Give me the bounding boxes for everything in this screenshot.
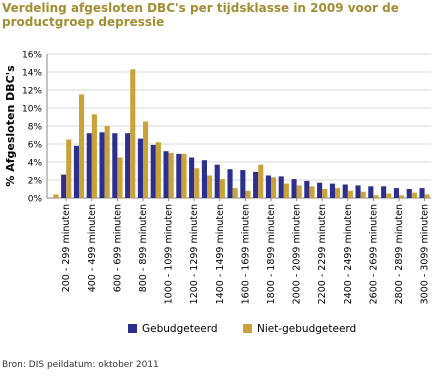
bar: [347, 190, 353, 198]
bar: [181, 153, 187, 198]
bar: [176, 153, 182, 198]
bar: [232, 188, 238, 198]
bar: [130, 69, 136, 198]
bar: [419, 188, 425, 198]
bar: [329, 183, 335, 198]
bar: [73, 145, 79, 198]
x-tick-label: 3000 - 3099 minuten: [420, 204, 431, 304]
bar: [322, 189, 328, 198]
y-tick-label: 16%: [22, 51, 42, 61]
bar: [219, 179, 225, 198]
bar: [373, 195, 379, 198]
bar: [207, 175, 213, 198]
bar: [381, 186, 387, 198]
bar: [163, 151, 169, 198]
bar: [168, 153, 174, 198]
bar: [61, 174, 67, 198]
bar: [304, 180, 310, 198]
bar: [150, 144, 156, 198]
legend-swatch: [128, 324, 137, 333]
legend-label: Niet-gebudgeteerd: [257, 323, 356, 335]
bar: [317, 182, 323, 198]
bar: [342, 184, 348, 198]
bar: [360, 191, 366, 198]
x-tick-label: 1800 - 1899 minuten: [266, 204, 277, 304]
x-tick-label: 2600 - 2699 minuten: [368, 204, 379, 304]
y-tick-label: 0%: [28, 195, 43, 205]
bar: [265, 175, 271, 198]
x-tick-label: 1200 - 1299 minuten: [189, 204, 200, 304]
bar: [79, 94, 85, 198]
bar: [86, 133, 92, 198]
bar: [125, 133, 131, 198]
x-tick-label: 2200 - 2299 minuten: [317, 204, 328, 304]
y-axis-label: % Afgesloten DBC's: [4, 65, 17, 187]
bar: [227, 169, 233, 198]
x-tick-label: 1000 - 1099 minuten: [164, 204, 175, 304]
bar: [253, 171, 259, 198]
bar: [309, 186, 315, 198]
bar: [368, 186, 374, 198]
source: Bron: DIS peildatum: oktober 2011: [2, 360, 159, 370]
bar: [104, 126, 110, 198]
bar: [155, 142, 161, 198]
bar: [424, 194, 430, 198]
x-tick-label: 2400 - 2499 minuten: [343, 204, 354, 304]
bar: [143, 121, 149, 198]
y-tick-label: 4%: [28, 159, 43, 169]
bar: [112, 133, 118, 198]
bar: [214, 164, 220, 198]
x-tick-label: 600 - 699 minuten: [112, 204, 123, 292]
bar: [406, 189, 412, 198]
y-tick-label: 14%: [22, 69, 42, 79]
bar: [137, 138, 143, 198]
bar: [201, 160, 207, 198]
bar: [386, 193, 392, 198]
bar: [258, 164, 264, 198]
bar: [271, 177, 277, 198]
bar: [240, 170, 246, 198]
x-tick-label: 2800 - 2899 minuten: [394, 204, 405, 304]
bar: [411, 192, 417, 198]
y-tick-label: 8%: [28, 123, 43, 133]
legend-swatch: [243, 324, 252, 333]
chart-title: Verdeling afgesloten DBC's per tijdsklas…: [2, 1, 399, 29]
x-tick-label: 200 - 299 minuten: [61, 204, 72, 292]
bar: [296, 185, 302, 198]
bar: [399, 195, 405, 198]
bar: [335, 188, 341, 198]
bar: [393, 188, 399, 198]
bar: [91, 114, 97, 198]
legend-label: Gebudgeteerd: [142, 323, 218, 335]
bar: [194, 168, 200, 198]
x-tick-label: 800 - 899 minuten: [138, 204, 149, 292]
x-tick-label: 1600 - 1699 minuten: [240, 204, 251, 304]
bar: [117, 157, 123, 198]
x-tick-label: 400 - 499 minuten: [87, 204, 98, 292]
y-tick-label: 10%: [22, 105, 42, 115]
x-tick-label: 2000 - 2099 minuten: [292, 204, 303, 304]
bar: [66, 139, 72, 198]
y-tick-label: 6%: [28, 141, 43, 151]
bar: [278, 176, 284, 198]
y-tick-label: 12%: [22, 87, 42, 97]
x-tick-label: 1400 - 1499 minuten: [215, 204, 226, 304]
bar: [53, 194, 59, 198]
bar: [355, 185, 361, 198]
bar: [189, 157, 195, 198]
bar: [245, 190, 251, 198]
bar: [99, 132, 105, 198]
bar: [283, 183, 289, 198]
y-tick-label: 2%: [28, 177, 43, 187]
bar: [291, 179, 297, 198]
